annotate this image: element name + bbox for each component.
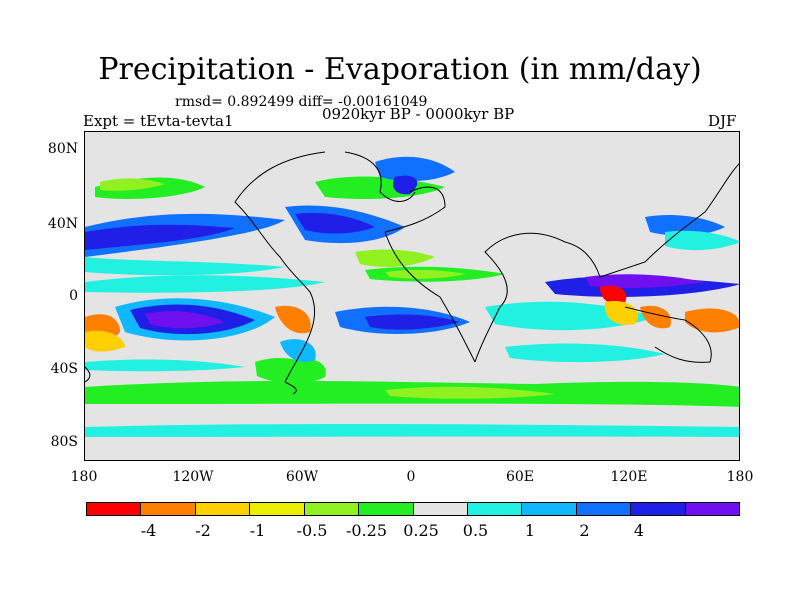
lat-label-40n: 40N [47,216,78,232]
colorbar-label: -0.25 [345,521,388,540]
colorbar-box [522,503,577,515]
map-field [85,132,739,460]
colorbar-box [359,503,414,515]
lon-label-180e: 180 [726,469,754,485]
season-label: DJF [708,112,737,130]
colorbar-label: -4 [140,521,157,540]
colorbar-box [141,503,196,515]
lat-label-80s: 80S [50,434,78,450]
colorbar-label: -0.5 [296,521,328,540]
lon-label-120e: 120E [610,469,648,485]
experiment-label: Expt = tEvta-tevta1 [83,112,234,130]
chart-title: Precipitation - Evaporation (in mm/day) [98,52,702,87]
lon-label-0: 0 [406,469,416,485]
colorbar-box [576,503,632,515]
lon-label-60e: 60E [505,469,535,485]
lat-label-40s: 40S [50,361,78,377]
colorbar-label: 2 [579,521,590,540]
colorbar-box [467,503,523,515]
lon-label-120w: 120W [172,469,214,485]
colorbar-label: 1 [524,521,536,540]
colorbar-box [195,503,251,515]
colorbar [86,502,740,516]
lon-label-180w: 180 [70,469,98,485]
colorbar-label: 4 [633,521,645,540]
colorbar-box [250,503,305,515]
colorbar-label: 0.5 [462,521,489,540]
colorbar-box [631,503,686,515]
map-panel [84,131,740,461]
colorbar-label: 0.25 [403,521,439,540]
lat-label-80n: 80N [47,141,78,157]
colorbar-box [304,503,360,515]
period-label: 0920kyr BP - 0000kyr BP [322,105,515,123]
colorbar-box [87,503,142,515]
colorbar-label: -2 [195,521,211,540]
colorbar-box [685,503,740,515]
stats-text: rmsd= 0.892499 diff= -0.00161049 [175,94,428,110]
lat-label-0: 0 [69,288,78,304]
colorbar-label: -1 [249,521,266,540]
colorbar-box [413,503,468,515]
lon-label-60w: 60W [285,469,319,485]
